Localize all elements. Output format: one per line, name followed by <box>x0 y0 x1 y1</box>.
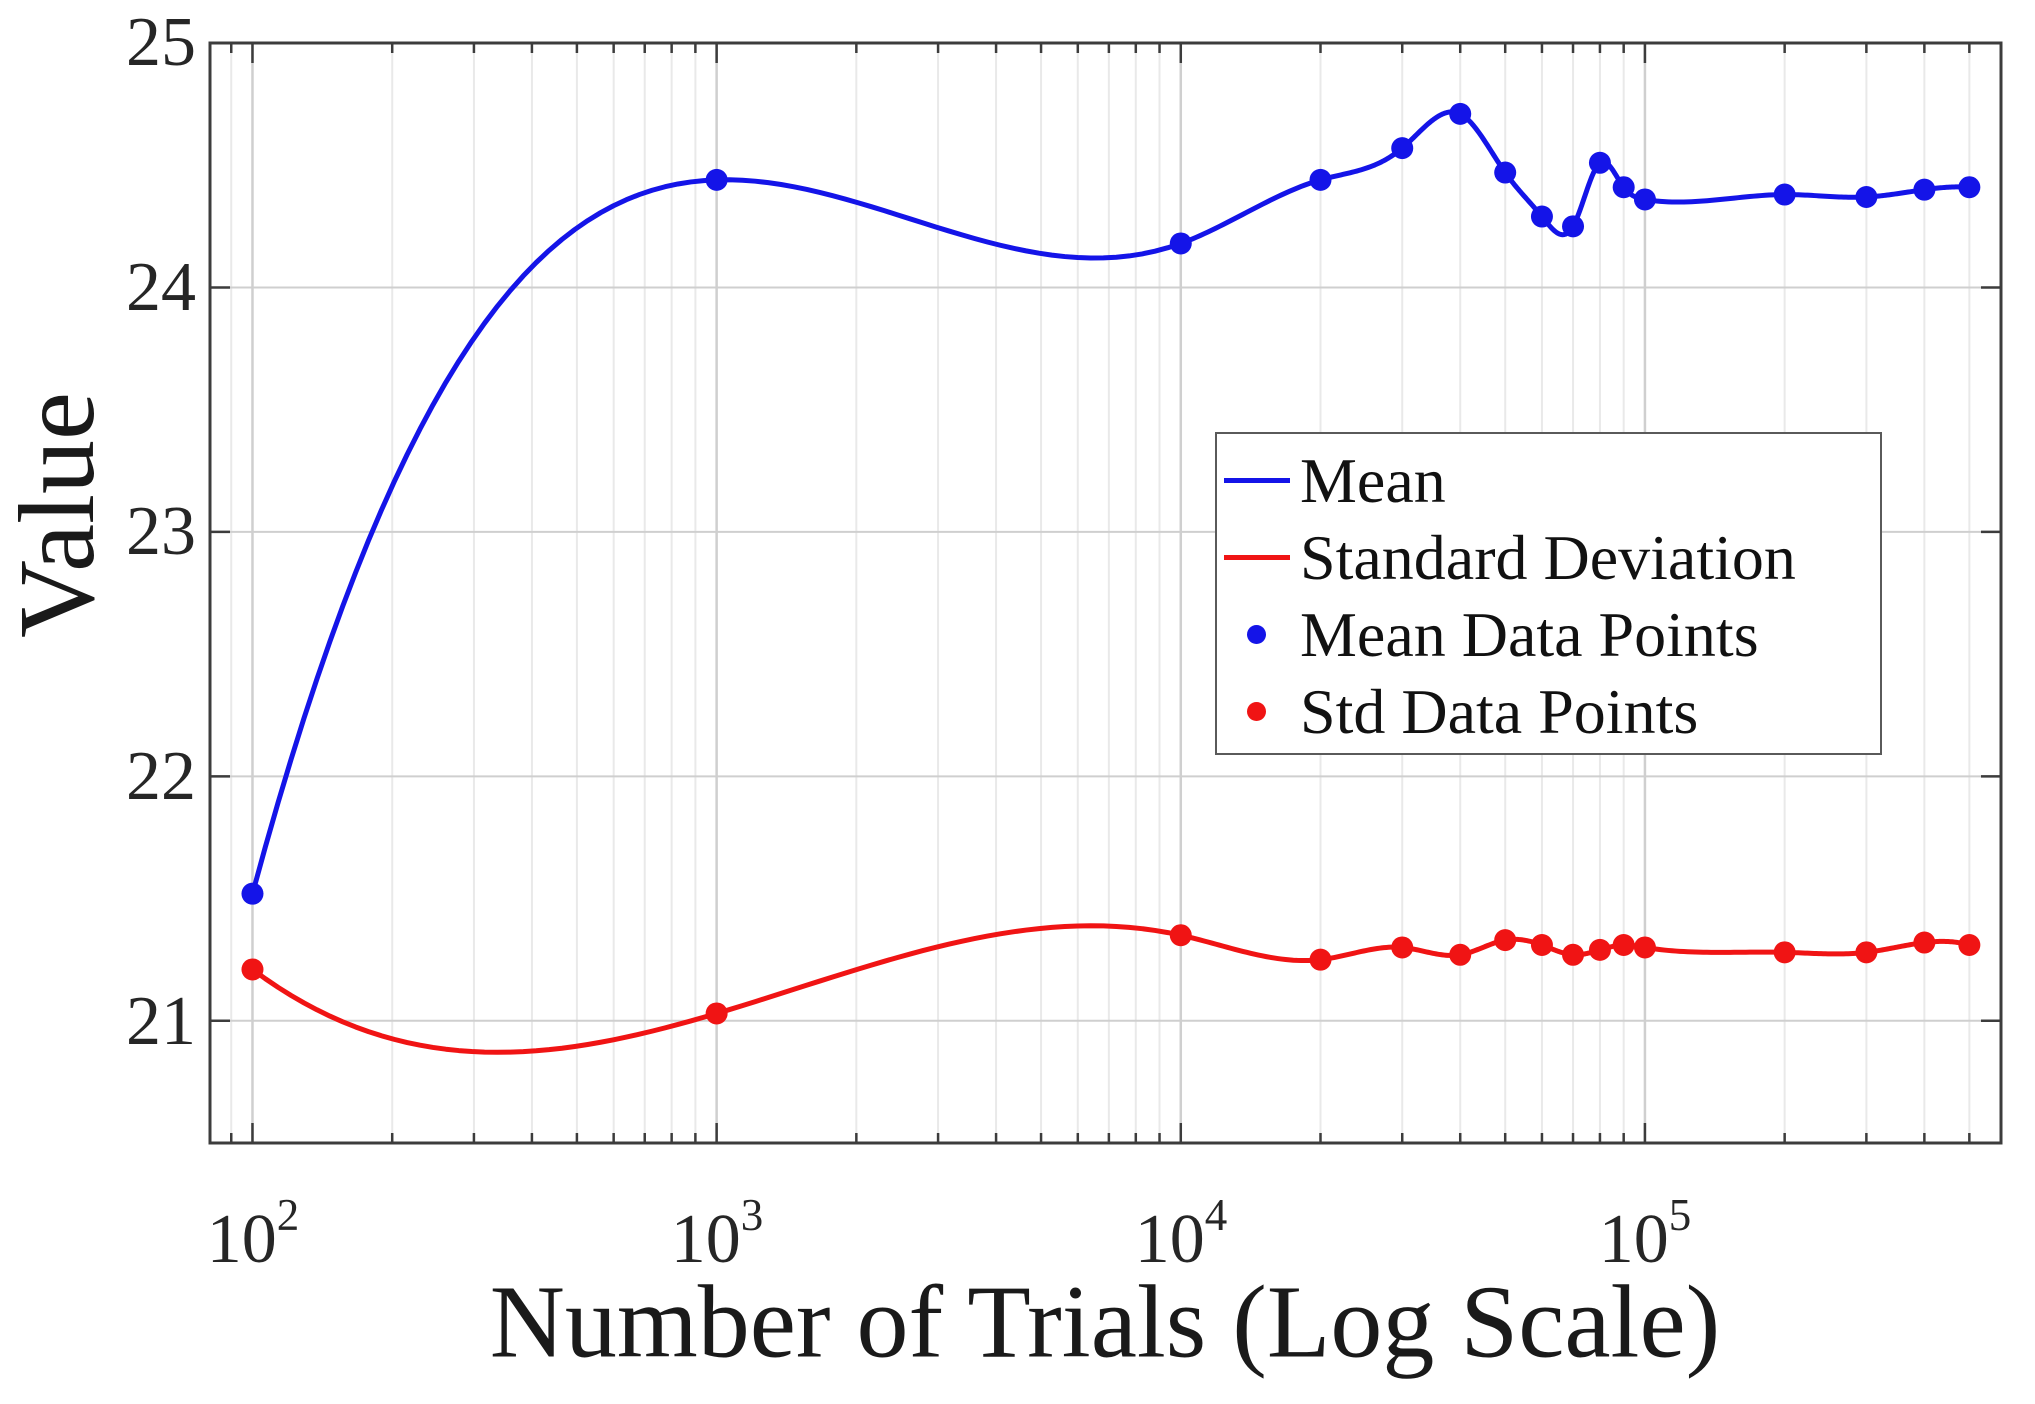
x-tick-exponent: 3 <box>740 1190 764 1240</box>
legend-swatch-cell <box>1217 555 1300 560</box>
mean-dot-swatch <box>1247 625 1266 644</box>
x-tick-exponent: 2 <box>276 1190 300 1240</box>
legend-label: Std Data Points <box>1300 675 1699 747</box>
y-tick-label-23: 23 <box>126 493 196 570</box>
legend-item-mean: Mean <box>1217 442 1880 519</box>
mean-line-swatch <box>1224 478 1290 483</box>
legend: Mean Standard Deviation Mean Data Points… <box>1215 432 1882 755</box>
x-tick-exponent: 5 <box>1668 1190 1692 1240</box>
legend-label: Mean Data Points <box>1300 598 1759 670</box>
y-axis-label: Value <box>0 392 117 638</box>
x-tick-exponent: 4 <box>1204 1190 1228 1240</box>
legend-label: Standard Deviation <box>1300 521 1796 593</box>
y-tick-label-25: 25 <box>126 4 196 81</box>
x-tick-label-1e3: 103 <box>597 1180 837 1275</box>
x-tick-base: 10 <box>670 1201 741 1278</box>
legend-label: Mean <box>1300 444 1446 516</box>
std-dot-swatch <box>1247 702 1266 721</box>
std-line-swatch <box>1224 555 1290 560</box>
x-tick-label-1e5: 105 <box>1525 1180 1765 1275</box>
x-tick-base: 10 <box>1134 1201 1205 1278</box>
x-tick-label-1e4: 104 <box>1061 1180 1301 1275</box>
y-tick-label-24: 24 <box>126 249 196 326</box>
legend-swatch-cell <box>1217 702 1300 721</box>
legend-swatch-cell <box>1217 478 1300 483</box>
legend-swatch-cell <box>1217 625 1300 644</box>
x-axis-label: Number of Trials (Log Scale) <box>489 1264 1721 1380</box>
x-tick-label-1e2: 102 <box>133 1180 373 1275</box>
y-tick-label-21: 21 <box>126 983 196 1060</box>
x-tick-base: 10 <box>1598 1201 1669 1278</box>
legend-item-standard-deviation: Standard Deviation <box>1217 519 1880 596</box>
legend-item-std-data-points: Std Data Points <box>1217 673 1880 750</box>
x-tick-base: 10 <box>206 1201 277 1278</box>
legend-item-mean-data-points: Mean Data Points <box>1217 596 1880 673</box>
y-tick-label-22: 22 <box>126 738 196 815</box>
